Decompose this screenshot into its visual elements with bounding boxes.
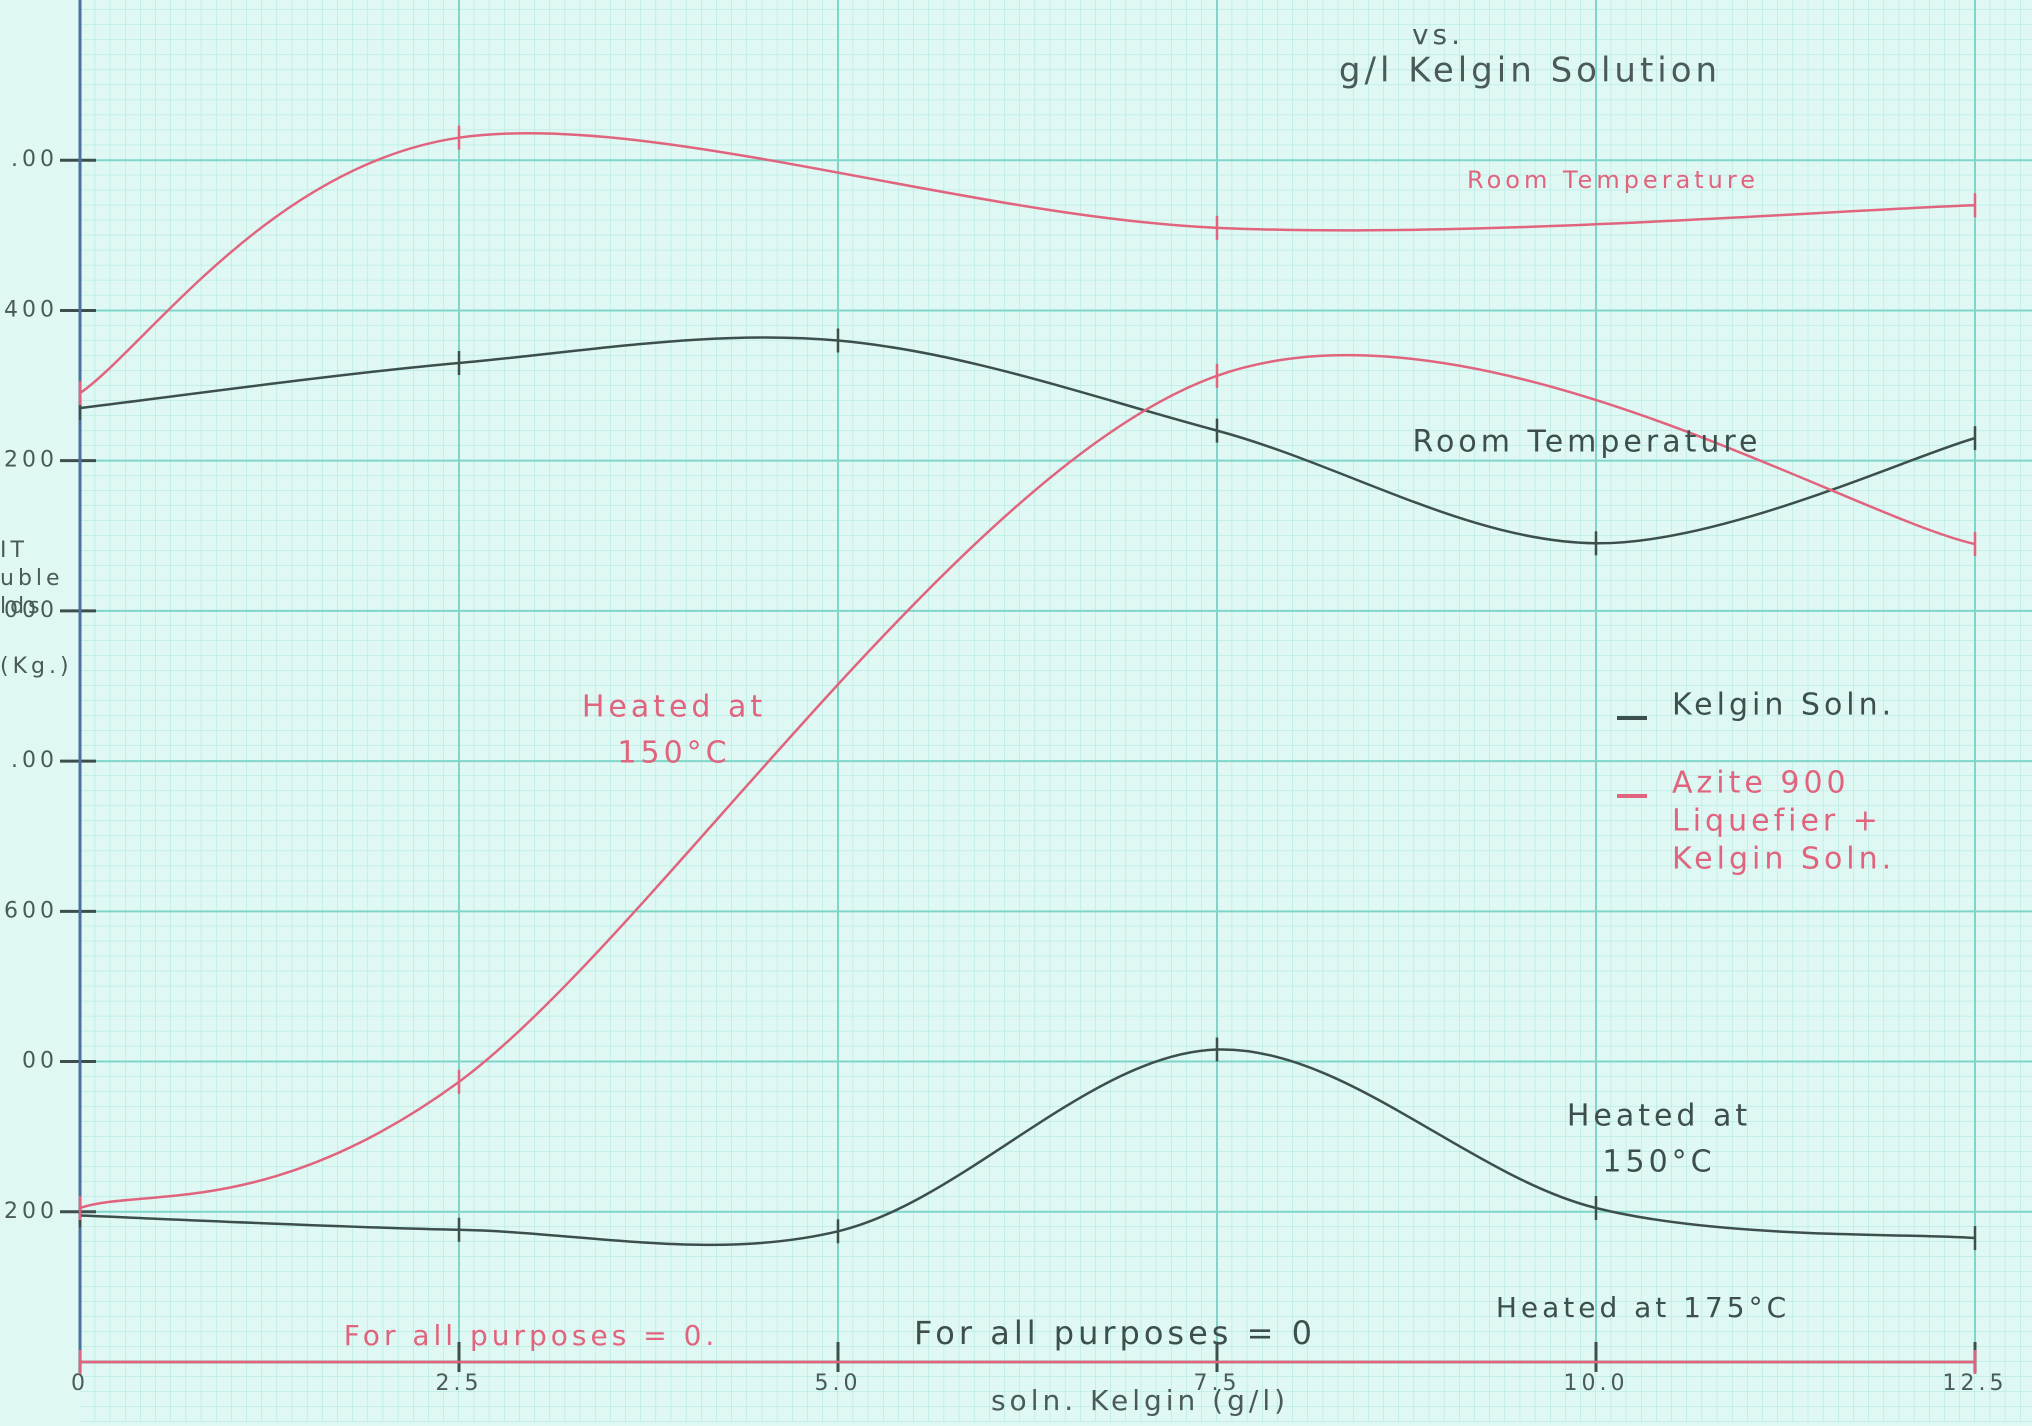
- y-tick-label: 200: [4, 448, 58, 473]
- legend-label: Liquefier +: [1672, 804, 1882, 839]
- y-tick-label: 400: [4, 297, 58, 322]
- chart-title: g/l Kelgin Solution: [1339, 51, 1721, 91]
- annotation: For all purposes = 0.: [344, 1319, 719, 1352]
- legend-label: Kelgin Soln.: [1672, 688, 1895, 723]
- y-tick-label: .00: [11, 147, 58, 172]
- y-axis-label: (Kg.): [0, 654, 73, 679]
- y-axis-label: IT: [0, 538, 28, 563]
- x-tick-label: 0: [71, 1371, 89, 1396]
- page: vs. g/l Kelgin Solution soln. Kelgin (g/…: [0, 0, 2032, 1422]
- annotation: Heated at: [582, 690, 766, 725]
- y-axis-label: uble: [0, 566, 64, 591]
- chart: vs. g/l Kelgin Solution soln. Kelgin (g/…: [0, 0, 2032, 1422]
- annotation: 150°C: [617, 736, 730, 771]
- legend-label: Kelgin Soln.: [1672, 842, 1895, 877]
- legend-label: Azite 900: [1672, 766, 1850, 801]
- x-tick-label: 5.0: [815, 1371, 862, 1396]
- annotation: Heated at 175°C: [1496, 1291, 1790, 1324]
- x-tick-label: 2.5: [436, 1371, 483, 1396]
- annotation: Heated at: [1567, 1099, 1751, 1134]
- y-tick-label: .00: [11, 748, 58, 773]
- x-axis-label: soln. Kelgin (g/l): [991, 1384, 1289, 1417]
- y-axis-label: lds: [0, 594, 44, 619]
- x-tick-label: 7.5: [1194, 1371, 1241, 1396]
- y-tick-label: 600: [4, 898, 58, 923]
- annotation: 150°C: [1602, 1145, 1715, 1180]
- x-tick-label: 10.0: [1564, 1371, 1629, 1396]
- annotation: Room Temperature: [1413, 425, 1762, 460]
- x-tick-label: 12.5: [1943, 1371, 2008, 1396]
- y-tick-label: 00: [22, 1049, 58, 1074]
- annotation: For all purposes = 0: [914, 1314, 1316, 1352]
- annotation: Room Temperature: [1467, 166, 1759, 194]
- chart-subtitle: vs.: [1412, 18, 1464, 51]
- y-tick-label: 200: [4, 1199, 58, 1224]
